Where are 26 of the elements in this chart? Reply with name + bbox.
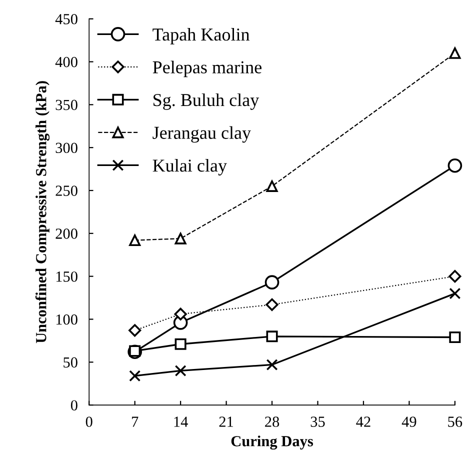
legend-label: Sg. Buluh clay — [154, 93, 260, 110]
y-tick-label: 300 — [56, 142, 78, 154]
legend-label: Kulai clay — [152, 159, 227, 176]
y-tick-label: 50 — [64, 357, 78, 368]
x-tick-label: 56 — [448, 416, 462, 427]
x-tick-label: 42 — [356, 416, 370, 427]
x-tick-label: 0 — [86, 416, 92, 427]
x-tick-label: 21 — [219, 416, 234, 427]
y-tick-label: 350 — [56, 100, 78, 110]
x-tick-label: 35 — [310, 416, 325, 427]
y-tick-label: 150 — [56, 271, 78, 282]
x-tick-label: 14 — [174, 416, 188, 427]
y-tick-label: 100 — [56, 314, 78, 325]
y-tick-label: 250 — [56, 186, 78, 196]
x-tick-label: 28 — [265, 416, 280, 427]
y-axis-title: Unconfined Compressive Strength (kPa) — [35, 81, 50, 344]
x-axis-title: Curing Days — [231, 436, 314, 450]
legend-label: Pelepas marine — [152, 60, 262, 78]
y-tick-label: 0 — [70, 400, 78, 411]
y-tick-label: 450 — [55, 14, 78, 24]
y-tick-label: 400 — [55, 56, 78, 68]
x-tick-label: 7 — [132, 416, 138, 427]
legend-label: Jerangau clay — [152, 126, 251, 143]
y-tick-label: 200 — [56, 228, 78, 239]
x-tick-label: 49 — [402, 416, 416, 427]
legend-label: Tapah Kaolin — [152, 28, 250, 44]
